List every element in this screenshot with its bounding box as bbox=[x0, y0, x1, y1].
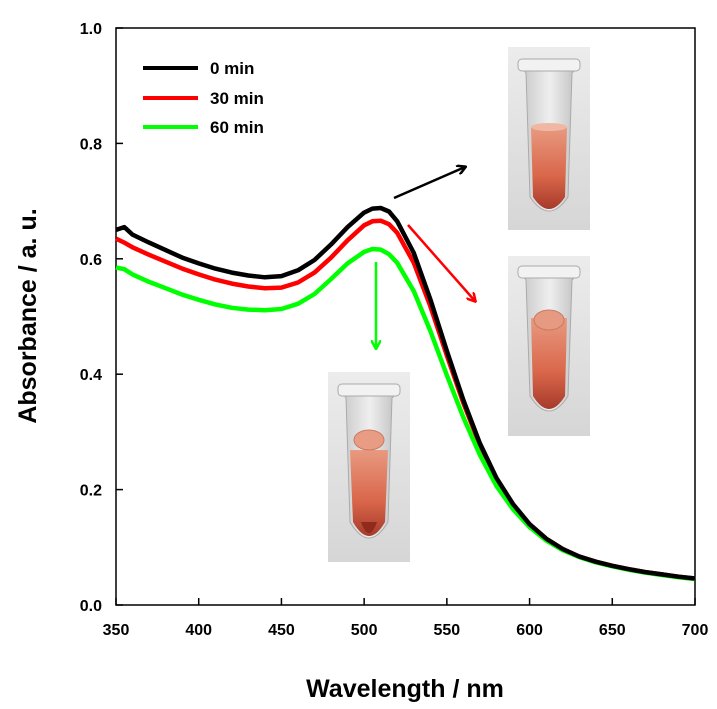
x-tick-label: 600 bbox=[516, 622, 543, 639]
tube-photo-0min bbox=[508, 47, 590, 230]
y-tick-label: 1.0 bbox=[80, 21, 102, 38]
x-tick-label: 500 bbox=[351, 622, 378, 639]
x-axis-ticks: 350 400 450 500 550 600 650 700 bbox=[103, 598, 709, 639]
x-tick-label: 400 bbox=[185, 622, 212, 639]
legend: 0 min 30 min 60 min bbox=[143, 59, 264, 137]
x-axis-title: Wavelength / nm bbox=[306, 675, 504, 703]
y-tick-label: 0.8 bbox=[80, 136, 102, 153]
x-tick-label: 350 bbox=[103, 622, 130, 639]
y-axis-title: Absorbance / a. u. bbox=[14, 208, 42, 423]
y-tick-label: 0.4 bbox=[80, 367, 102, 384]
x-tick-label: 450 bbox=[268, 622, 295, 639]
arrow-30min bbox=[407, 224, 475, 301]
plot-frame bbox=[115, 27, 696, 606]
tube-photo-60min bbox=[328, 372, 410, 562]
tube-photo-30min bbox=[508, 256, 590, 436]
x-tick-label: 650 bbox=[599, 622, 626, 639]
y-tick-label: 0.0 bbox=[80, 598, 102, 615]
y-tick-label: 0.2 bbox=[80, 483, 102, 500]
x-tick-label: 550 bbox=[434, 622, 461, 639]
x-tick-label: 700 bbox=[682, 622, 709, 639]
y-axis-ticks: 0.0 0.2 0.4 0.6 0.8 1.0 bbox=[80, 21, 123, 615]
series-layer bbox=[115, 205, 696, 582]
legend-label-30min: 30 min bbox=[210, 89, 264, 108]
legend-label-60min: 60 min bbox=[210, 118, 264, 137]
arrow-0min bbox=[393, 167, 465, 200]
series-line-0min bbox=[115, 205, 696, 581]
y-tick-label: 0.6 bbox=[80, 252, 102, 269]
legend-label-0min: 0 min bbox=[210, 59, 254, 78]
